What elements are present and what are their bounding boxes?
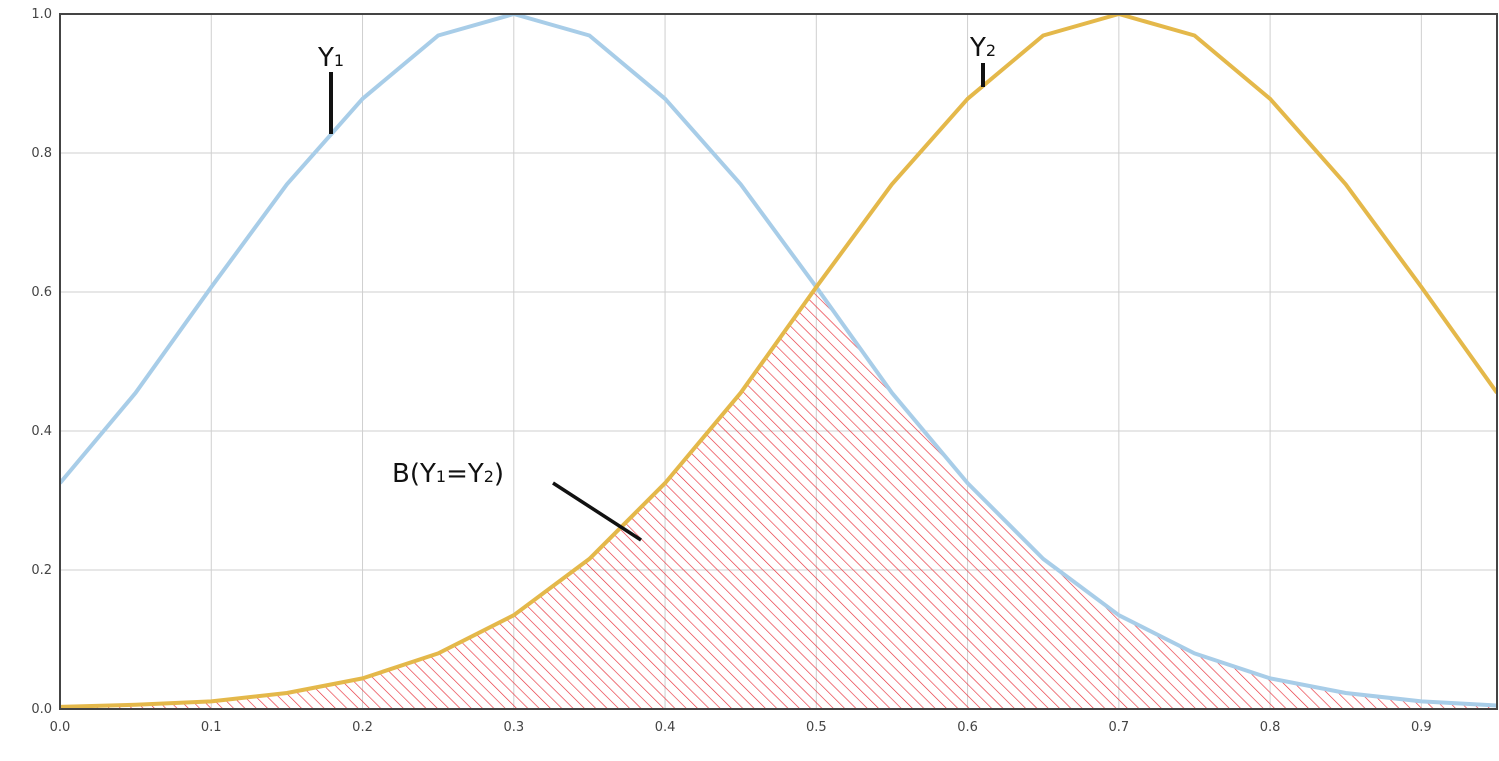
y-tick-label: 0.8 — [31, 146, 52, 161]
y-tick-label: 0.4 — [31, 424, 52, 439]
overlap-label: B(Y1=Y2) — [392, 459, 504, 489]
x-tick-label: 0.3 — [503, 720, 524, 735]
overlap-area — [60, 287, 1497, 709]
y1-label: Y1 — [317, 43, 344, 73]
plot-frame — [59, 13, 1498, 710]
y-tick-label: 0.0 — [31, 702, 52, 717]
axes: 0.0 0.1 0.2 0.3 0.4 0.5 0.6 0.7 0.8 0.9 0.0 0.2 0.4 0… — [31, 7, 1498, 735]
y2-line — [60, 14, 1497, 709]
y-tick-label: 1.0 — [31, 7, 52, 22]
y-tick-label: 0.6 — [31, 285, 52, 300]
x-tick-label: 0.1 — [201, 720, 222, 735]
overlap-area-layer — [60, 287, 1497, 709]
x-tick-label: 0.7 — [1108, 720, 1129, 735]
annotations: Y1 Y2 B(Y1=Y2) — [317, 33, 996, 542]
x-tick-label: 0.0 — [50, 720, 71, 735]
x-tick-label: 0.5 — [806, 720, 827, 735]
x-tick-label: 0.9 — [1411, 720, 1432, 735]
overlap-pointer — [552, 481, 642, 542]
series-layer — [60, 14, 1497, 709]
x-tick-label: 0.6 — [957, 720, 978, 735]
x-tick-label: 0.8 — [1260, 720, 1281, 735]
x-tick-label: 0.2 — [352, 720, 373, 735]
y1-line — [60, 14, 1497, 708]
y2-label: Y2 — [969, 33, 996, 63]
x-tick-label: 0.4 — [655, 720, 676, 735]
y-tick-label: 0.2 — [31, 563, 52, 578]
